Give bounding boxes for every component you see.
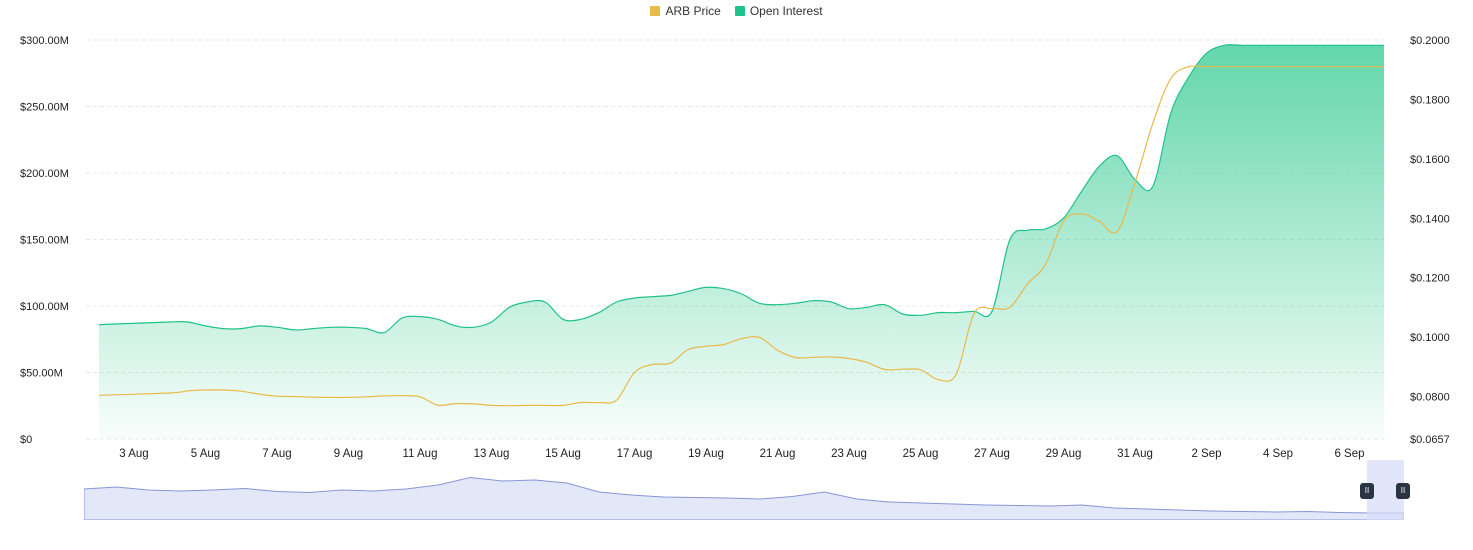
x-axis-tick-label: 4 Sep [1263, 448, 1293, 460]
x-axis-tick-label: 9 Aug [334, 448, 363, 460]
open-interest-area [99, 44, 1384, 439]
left-y-axis: $0 $50.00M $100.00M $150.00M $200.00M $250.00… [20, 35, 69, 446]
navigator-area [83, 476, 1405, 521]
navigator-right-handle[interactable]: II [1396, 483, 1410, 499]
x-axis-tick-label: 6 Sep [1334, 448, 1364, 460]
x-axis-tick-label: 31 Aug [1117, 448, 1153, 460]
x-axis-tick-label: 15 Aug [545, 448, 581, 460]
x-axis-tick-label: 27 Aug [974, 448, 1010, 460]
right-axis-tick-label: $0.0657 [1410, 434, 1450, 446]
left-axis-tick-label: $300.00M [20, 35, 69, 47]
right-axis-tick-label: $0.1800 [1410, 94, 1450, 106]
x-axis-tick-label: 13 Aug [474, 448, 510, 460]
right-axis-tick-label: $0.1000 [1410, 332, 1450, 344]
left-axis-tick-label: $0 [20, 434, 32, 446]
chart-area: $0 $50.00M $100.00M $150.00M $200.00M $250.00… [20, 35, 1450, 460]
x-axis-tick-label: 7 Aug [262, 448, 291, 460]
legend-swatch-arb-price [650, 6, 661, 16]
x-axis-tick-label: 25 Aug [903, 448, 939, 460]
x-axis-tick-label: 3 Aug [119, 448, 148, 460]
right-axis-tick-label: $0.1600 [1410, 154, 1450, 166]
x-axis-tick-label: 11 Aug [403, 448, 438, 460]
range-navigator[interactable]: II II [83, 460, 1410, 521]
legend-item-open-interest[interactable]: Open Interest [734, 4, 823, 18]
legend-label-arb-price: ARB Price [665, 4, 721, 18]
arb-price-line [98, 65, 1384, 407]
open-interest-line [98, 44, 1384, 334]
x-axis-tick-label: 21 Aug [760, 448, 796, 460]
navigator-chart [83, 460, 1405, 521]
legend-label-open-interest: Open Interest [749, 4, 823, 18]
left-axis-tick-label: $200.00M [20, 168, 69, 180]
left-axis-tick-label: $150.00M [20, 235, 69, 247]
x-axis-tick-label: 19 Aug [688, 448, 724, 460]
x-axis-tick-label: 29 Aug [1046, 448, 1082, 460]
right-axis-tick-label: $0.1400 [1410, 213, 1450, 225]
right-axis-tick-label: $0.1200 [1410, 273, 1450, 285]
right-y-axis: $0.0657 $0.0800 $0.1000 $0.1200 $0.1400 $0.16… [1410, 35, 1450, 446]
x-axis-tick-label: 2 Sep [1191, 448, 1221, 460]
chart-legend: ARB Price Open Interest [0, 4, 1473, 18]
right-axis-tick-label: $0.0800 [1410, 392, 1450, 404]
x-axis-tick-label: 5 Aug [191, 448, 220, 460]
x-axis: 3 Aug 5 Aug 7 Aug 9 Aug 11 Aug 13 Aug 15 Aug 17… [119, 448, 1364, 460]
navigator-left-handle[interactable]: II [1360, 483, 1374, 499]
left-axis-tick-label: $100.00M [20, 301, 69, 313]
x-axis-tick-label: 23 Aug [831, 448, 867, 460]
left-axis-tick-label: $50.00M [20, 368, 63, 380]
x-axis-tick-label: 17 Aug [617, 448, 653, 460]
left-axis-tick-label: $250.00M [20, 102, 69, 114]
legend-swatch-open-interest [734, 6, 745, 16]
legend-item-arb-price[interactable]: ARB Price [650, 4, 721, 18]
right-axis-tick-label: $0.2000 [1410, 35, 1450, 47]
